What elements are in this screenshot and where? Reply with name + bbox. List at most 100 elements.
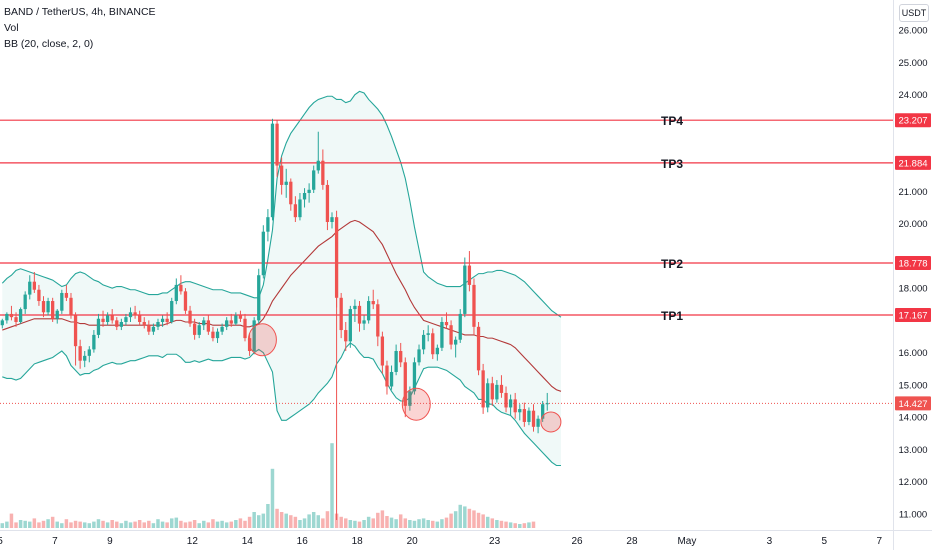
candle-body	[476, 326, 481, 371]
currency-unit-button[interactable]: USDT	[899, 4, 929, 22]
candle-body	[399, 351, 403, 363]
volume-bar	[499, 520, 504, 528]
volume-bar	[307, 514, 311, 528]
candle-body	[527, 410, 531, 422]
volume-bar	[371, 518, 375, 528]
volume-bar	[362, 520, 366, 528]
x-tick-label: 14	[242, 536, 254, 547]
y-tick-label: 20.000	[898, 219, 927, 230]
volume-bar	[0, 523, 5, 528]
candle-body	[421, 334, 426, 350]
volume-bar	[229, 521, 234, 528]
volume-bar	[18, 520, 23, 528]
candle-body	[78, 346, 82, 361]
y-tick-label: 18.000	[898, 284, 927, 295]
volume-bar	[137, 520, 142, 528]
candle-body	[499, 384, 504, 393]
price-tag-tp2	[895, 256, 931, 271]
candle-body	[5, 313, 9, 321]
candle-body	[325, 184, 330, 223]
candle-body	[302, 192, 307, 200]
candle-body	[412, 362, 417, 392]
volume-bar	[348, 520, 353, 528]
volume-bar	[69, 522, 73, 528]
x-tick-label: 23	[489, 536, 501, 547]
volume-indicator-label[interactable]: Vol	[4, 22, 19, 34]
candle-body	[9, 313, 14, 318]
candle-body	[83, 355, 87, 361]
candle-body	[170, 301, 174, 322]
candle-body	[513, 399, 517, 413]
candle-body	[408, 391, 412, 406]
volume-bar	[339, 516, 343, 528]
candle-body	[128, 312, 133, 318]
candle-body	[344, 330, 348, 342]
take-profit-levels: TP4 23.207 TP3 21.884 TP2 18.778 TP1 17.167 14.4…	[0, 113, 931, 411]
price-tag-value: 23.207	[898, 116, 927, 127]
candle-body	[96, 318, 101, 335]
y-tick-label: 12.000	[898, 477, 927, 488]
candle-body	[389, 371, 394, 387]
volume-bar	[64, 519, 69, 528]
candle-body	[119, 321, 124, 327]
price-tag-value: 17.167	[898, 310, 927, 321]
volume-bar	[82, 522, 87, 528]
candle-body	[357, 305, 362, 324]
y-tick-label: 26.000	[898, 26, 927, 37]
symbol-title[interactable]: BAND / TetherUS, 4h, BINANCE	[4, 6, 156, 18]
candle-body	[147, 325, 151, 332]
volume-bar	[78, 521, 82, 528]
volume-bar	[431, 520, 435, 528]
price-tag-value: 18.778	[898, 259, 927, 270]
volume-bar	[408, 520, 412, 528]
level-label-tp1: TP1	[661, 309, 683, 323]
candle-body	[41, 301, 46, 313]
price-tag-tp1	[895, 307, 931, 322]
candle-body	[458, 313, 462, 340]
candle-body	[367, 301, 371, 321]
x-tick-label: 18	[352, 536, 364, 547]
volume-bar	[357, 521, 362, 528]
candle-body	[490, 383, 494, 400]
candle-body	[64, 292, 69, 298]
volume-bar	[321, 518, 325, 528]
candle-body	[279, 165, 284, 185]
volume-bar	[174, 517, 179, 528]
y-tick-label: 13.000	[898, 445, 927, 456]
candle-body	[403, 362, 407, 406]
volume-bar	[252, 512, 256, 528]
volume-bar	[238, 518, 243, 528]
volume-bar	[453, 511, 458, 528]
volume-bar	[101, 520, 105, 528]
volume-bar	[284, 513, 288, 528]
candle-body	[298, 199, 302, 218]
x-tick-label: May	[677, 536, 696, 547]
volume-bar	[188, 521, 192, 528]
volume-bar	[472, 510, 476, 528]
volume-bar	[289, 515, 293, 528]
volume-bar	[449, 513, 453, 528]
candle-body	[463, 265, 467, 314]
volume-bar	[169, 518, 174, 528]
candle-body	[225, 320, 229, 327]
volume-bar	[302, 518, 307, 528]
price-tag-value: 21.884	[898, 158, 927, 169]
volume-bar	[298, 520, 302, 528]
volume-bar	[28, 521, 32, 528]
last-price-tag	[895, 396, 931, 411]
bollinger-indicator-label[interactable]: BB (20, close, 2, 0)	[4, 38, 94, 50]
candle-body	[110, 315, 114, 321]
volume-bar	[87, 523, 92, 528]
volume-bar	[142, 522, 146, 528]
volume-bar	[531, 521, 536, 528]
volume-bar	[73, 520, 78, 528]
volume-bar	[481, 514, 485, 528]
volume-bar	[495, 520, 499, 528]
volume-bar	[389, 517, 394, 528]
candle-body	[87, 349, 91, 356]
volume-bar	[504, 521, 508, 528]
volume-bar	[279, 512, 284, 528]
candle-body	[160, 318, 165, 322]
